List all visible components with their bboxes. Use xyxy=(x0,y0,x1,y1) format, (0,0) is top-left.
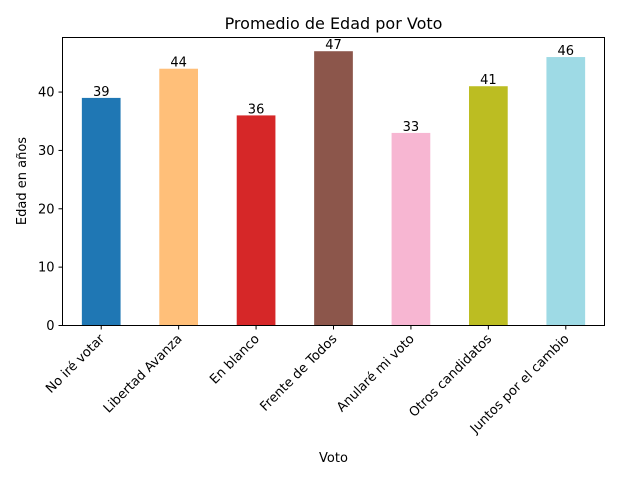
bar-value-label: 36 xyxy=(248,102,265,117)
bar-value-label: 46 xyxy=(558,44,575,59)
bar xyxy=(236,115,276,326)
bar xyxy=(81,97,121,326)
bar-value-label: 47 xyxy=(325,38,342,53)
bar xyxy=(469,86,508,326)
y-axis: 0 10 20 30 40 xyxy=(38,86,63,334)
bar xyxy=(159,68,198,326)
bar-value-label: 33 xyxy=(403,120,420,135)
bar xyxy=(546,57,586,326)
x-tick-label: Otros candidatos xyxy=(406,332,495,421)
bar-value-labels: 39 44 36 47 33 41 46 xyxy=(93,38,574,135)
x-axis-label: Voto xyxy=(319,451,348,466)
x-tick-label: Anularé mi voto xyxy=(334,332,418,416)
x-tick-label: Frente de Todos xyxy=(258,332,341,415)
x-tick-label: No iré votar xyxy=(43,331,108,396)
bar-value-label: 39 xyxy=(93,85,110,100)
y-tick-label: 0 xyxy=(46,319,54,334)
y-tick-label: 30 xyxy=(38,144,55,159)
x-tick-label: En blanco xyxy=(207,332,263,388)
bar-value-label: 41 xyxy=(480,73,497,88)
bar xyxy=(391,132,431,326)
bar-value-label: 44 xyxy=(170,56,187,71)
x-tick-label: Libertad Avanza xyxy=(101,332,186,417)
y-axis-label: Edad en años xyxy=(15,137,30,225)
chart-title: Promedio de Edad por Voto xyxy=(225,14,443,33)
y-tick-label: 40 xyxy=(38,86,55,101)
bars-group xyxy=(81,51,586,326)
y-tick-label: 10 xyxy=(38,261,55,276)
y-tick-label: 20 xyxy=(38,202,55,217)
bar xyxy=(314,51,353,326)
